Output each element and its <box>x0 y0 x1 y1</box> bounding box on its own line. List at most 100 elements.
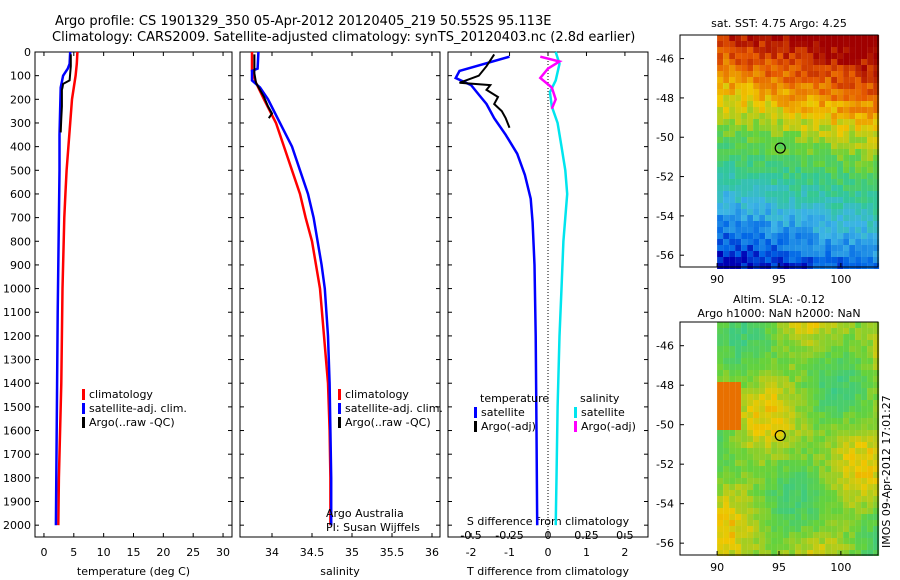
map-cell <box>789 107 796 113</box>
map-cell <box>729 125 736 131</box>
map-cell <box>795 436 802 442</box>
map-cell <box>753 382 760 388</box>
map-cell <box>759 155 766 161</box>
map-cell <box>849 71 856 77</box>
map-cell <box>759 167 766 173</box>
map-cell <box>747 221 754 227</box>
map-cell <box>771 418 778 424</box>
map-cell <box>729 197 736 203</box>
map-cell <box>855 394 862 400</box>
map-cell <box>717 454 724 460</box>
map-cell <box>735 251 742 257</box>
map-cell <box>813 215 820 221</box>
map-cell <box>795 484 802 490</box>
legend-swatch <box>338 403 341 414</box>
map-cell <box>831 65 838 71</box>
map-cell <box>753 376 760 382</box>
map-cell <box>717 113 724 119</box>
map-cell <box>747 65 754 71</box>
map-cell <box>873 388 880 394</box>
map-cell <box>783 155 790 161</box>
map-cell <box>807 544 814 550</box>
map-cell <box>783 382 790 388</box>
map-cell <box>753 47 760 53</box>
map-cell <box>861 47 868 53</box>
map-cell <box>741 430 748 436</box>
map-cell <box>759 388 766 394</box>
map-cell <box>735 233 742 239</box>
map-cell <box>759 257 766 263</box>
map-cell <box>783 143 790 149</box>
map-cell <box>729 257 736 263</box>
map-cell <box>825 520 832 526</box>
y-tick-label: 1400 <box>3 377 31 390</box>
map-cell <box>765 221 772 227</box>
map-cell <box>717 131 724 137</box>
map-cell <box>789 245 796 251</box>
map-cell <box>789 334 796 340</box>
map-cell <box>735 532 742 538</box>
map-cell <box>765 454 772 460</box>
map-cell <box>849 436 856 442</box>
map-cell <box>861 65 868 71</box>
map-cell <box>777 544 784 550</box>
map-cell <box>801 185 808 191</box>
map-cell <box>801 442 808 448</box>
map-cell <box>837 502 844 508</box>
map-cell <box>837 179 844 185</box>
map-cell <box>867 550 874 556</box>
map-cell <box>861 472 868 478</box>
map-cell <box>855 191 862 197</box>
map-cell <box>789 257 796 263</box>
map-cell <box>795 119 802 125</box>
map-cell <box>867 484 874 490</box>
map-cell <box>753 101 760 107</box>
map-cell <box>861 251 868 257</box>
map-cell <box>825 538 832 544</box>
map-cell <box>801 334 808 340</box>
map-cell <box>855 53 862 59</box>
map-cell <box>873 197 880 203</box>
map-cell <box>861 191 868 197</box>
map-cell <box>759 191 766 197</box>
map-cell <box>759 65 766 71</box>
map-cell <box>777 107 784 113</box>
map-cell <box>873 137 880 143</box>
map-cell <box>819 239 826 245</box>
map-cell <box>831 514 838 520</box>
map-cell <box>783 125 790 131</box>
map-cell <box>771 514 778 520</box>
map-cell <box>729 77 736 83</box>
map-cell <box>831 209 838 215</box>
map-cell <box>861 107 868 113</box>
map-cell <box>843 484 850 490</box>
map-cell <box>771 191 778 197</box>
map-cell <box>765 161 772 167</box>
map-cell <box>831 257 838 263</box>
map-cell <box>843 376 850 382</box>
map-cell <box>801 454 808 460</box>
map-cell <box>873 520 880 526</box>
map-cell <box>867 448 874 454</box>
map-cell <box>717 209 724 215</box>
map-cell <box>759 496 766 502</box>
map-cell <box>771 77 778 83</box>
map-cell <box>789 502 796 508</box>
map-cell <box>849 376 856 382</box>
map-cell <box>759 221 766 227</box>
map-cell <box>795 53 802 59</box>
x-tick-label: 36 <box>425 546 439 559</box>
map-cell <box>789 472 796 478</box>
map-cell <box>729 203 736 209</box>
map-cell <box>813 155 820 161</box>
map-cell <box>873 263 880 269</box>
map-cell <box>741 400 748 406</box>
map-cell <box>789 95 796 101</box>
map-cell <box>837 101 844 107</box>
map-cell <box>723 460 730 466</box>
map-cell <box>843 191 850 197</box>
map-cell <box>831 221 838 227</box>
map-cell <box>837 215 844 221</box>
legend-swatch <box>82 403 85 414</box>
map-cell <box>789 532 796 538</box>
